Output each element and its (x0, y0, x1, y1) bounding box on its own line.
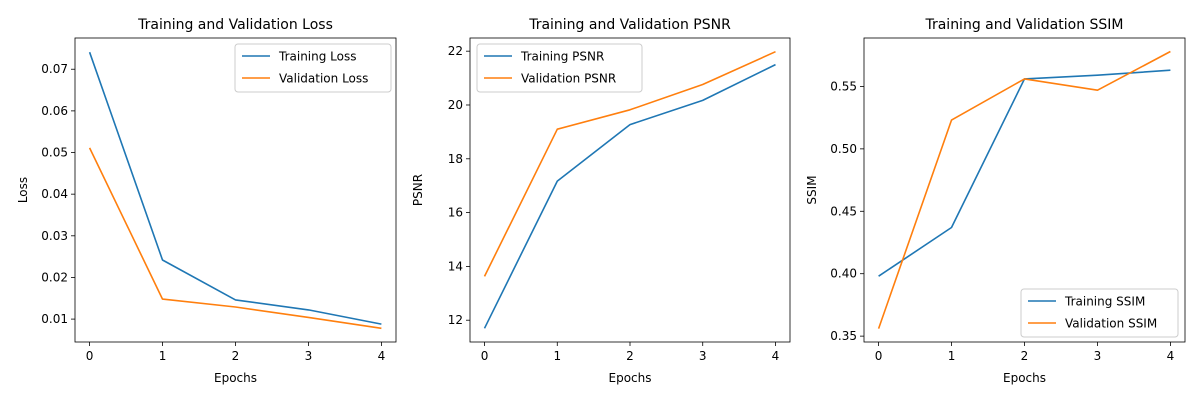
x-tick-label: 2 (626, 349, 634, 363)
y-tick-label: 0.35 (830, 329, 857, 343)
y-tick-label: 18 (448, 152, 463, 166)
series-line-1 (88, 51, 382, 325)
y-axis-label: SSIM (805, 175, 819, 204)
x-tick-label: 0 (86, 349, 94, 363)
legend-entry: Validation PSNR (521, 72, 616, 86)
y-tick-label: 0.01 (41, 312, 68, 326)
legend-entry: Training PSNR (520, 50, 604, 64)
y-tick-label: 0.04 (41, 187, 68, 201)
y-tick-label: 20 (448, 98, 463, 112)
y-tick-label: 0.06 (41, 104, 68, 118)
chart-title: Training and Validation Loss (137, 17, 333, 33)
legend-box (234, 43, 392, 93)
y-tick-label: 14 (448, 259, 463, 273)
y-tick-label: 0.40 (830, 267, 857, 281)
y-tick-label: 0.50 (830, 142, 857, 156)
x-tick-label: 3 (1094, 349, 1102, 363)
chart-panel-2: Training and Validation PSNR121416182022… (411, 17, 791, 385)
x-tick-label: 1 (553, 349, 561, 363)
series-line-1 (878, 69, 1171, 277)
legend-entry: Training SSIM (1064, 295, 1145, 309)
series-line-2 (88, 147, 382, 330)
x-tick-label: 3 (699, 349, 707, 363)
series-line-2 (877, 50, 1171, 329)
y-tick-label: 0.55 (830, 79, 857, 93)
x-tick-label: 3 (305, 349, 313, 363)
series-line-1 (483, 63, 776, 329)
legend-box (1020, 288, 1179, 338)
y-tick-label: 0.07 (41, 62, 68, 76)
y-tick-label: 12 (448, 313, 463, 327)
x-tick-label: 1 (159, 349, 167, 363)
x-axis-label: Epochs (214, 371, 257, 385)
y-axis-label: Loss (16, 177, 30, 203)
x-tick-label: 4 (772, 349, 780, 363)
chart-title: Training and Validation SSIM (924, 17, 1123, 33)
y-tick-label: 0.03 (41, 229, 68, 243)
legend: Training PSNR Validation PSNR (476, 43, 643, 93)
plot-frame (469, 37, 791, 343)
series-line-2 (483, 50, 776, 277)
y-tick-label: 16 (448, 206, 463, 220)
chart-panel-1: Training and Validation Loss 0.01 0.02 0.03… (16, 17, 397, 385)
legend: Training SSIM Validation SSIM (1020, 288, 1179, 338)
y-tick-label: 22 (448, 44, 463, 58)
plot-frame (863, 37, 1186, 343)
x-tick-label: 4 (378, 349, 386, 363)
x-tick-label: 2 (232, 349, 240, 363)
legend-box (476, 43, 643, 93)
x-tick-label: 4 (1167, 349, 1175, 363)
x-tick-label: 2 (1021, 349, 1029, 363)
legend-entry: Training Loss (278, 50, 356, 64)
legend: Training Loss Validation Loss (234, 43, 392, 93)
x-tick-label: 1 (948, 349, 956, 363)
plot-frame (74, 37, 397, 343)
chart-panel-3: Training and Validation SSIM 0.35 0.40 0.45… (805, 17, 1186, 385)
chart-title: Training and Validation PSNR (528, 17, 731, 33)
x-tick-label: 0 (875, 349, 883, 363)
y-tick-label: 0.02 (41, 270, 68, 284)
y-tick-label: 0.05 (41, 146, 68, 160)
legend-entry: Validation SSIM (1065, 317, 1157, 331)
x-tick-label: 0 (481, 349, 489, 363)
y-tick-label: 0.45 (830, 204, 857, 218)
y-axis-label: PSNR (411, 174, 425, 206)
legend-entry: Validation Loss (279, 72, 368, 86)
x-axis-label: Epochs (1003, 371, 1046, 385)
x-axis-label: Epochs (609, 371, 652, 385)
